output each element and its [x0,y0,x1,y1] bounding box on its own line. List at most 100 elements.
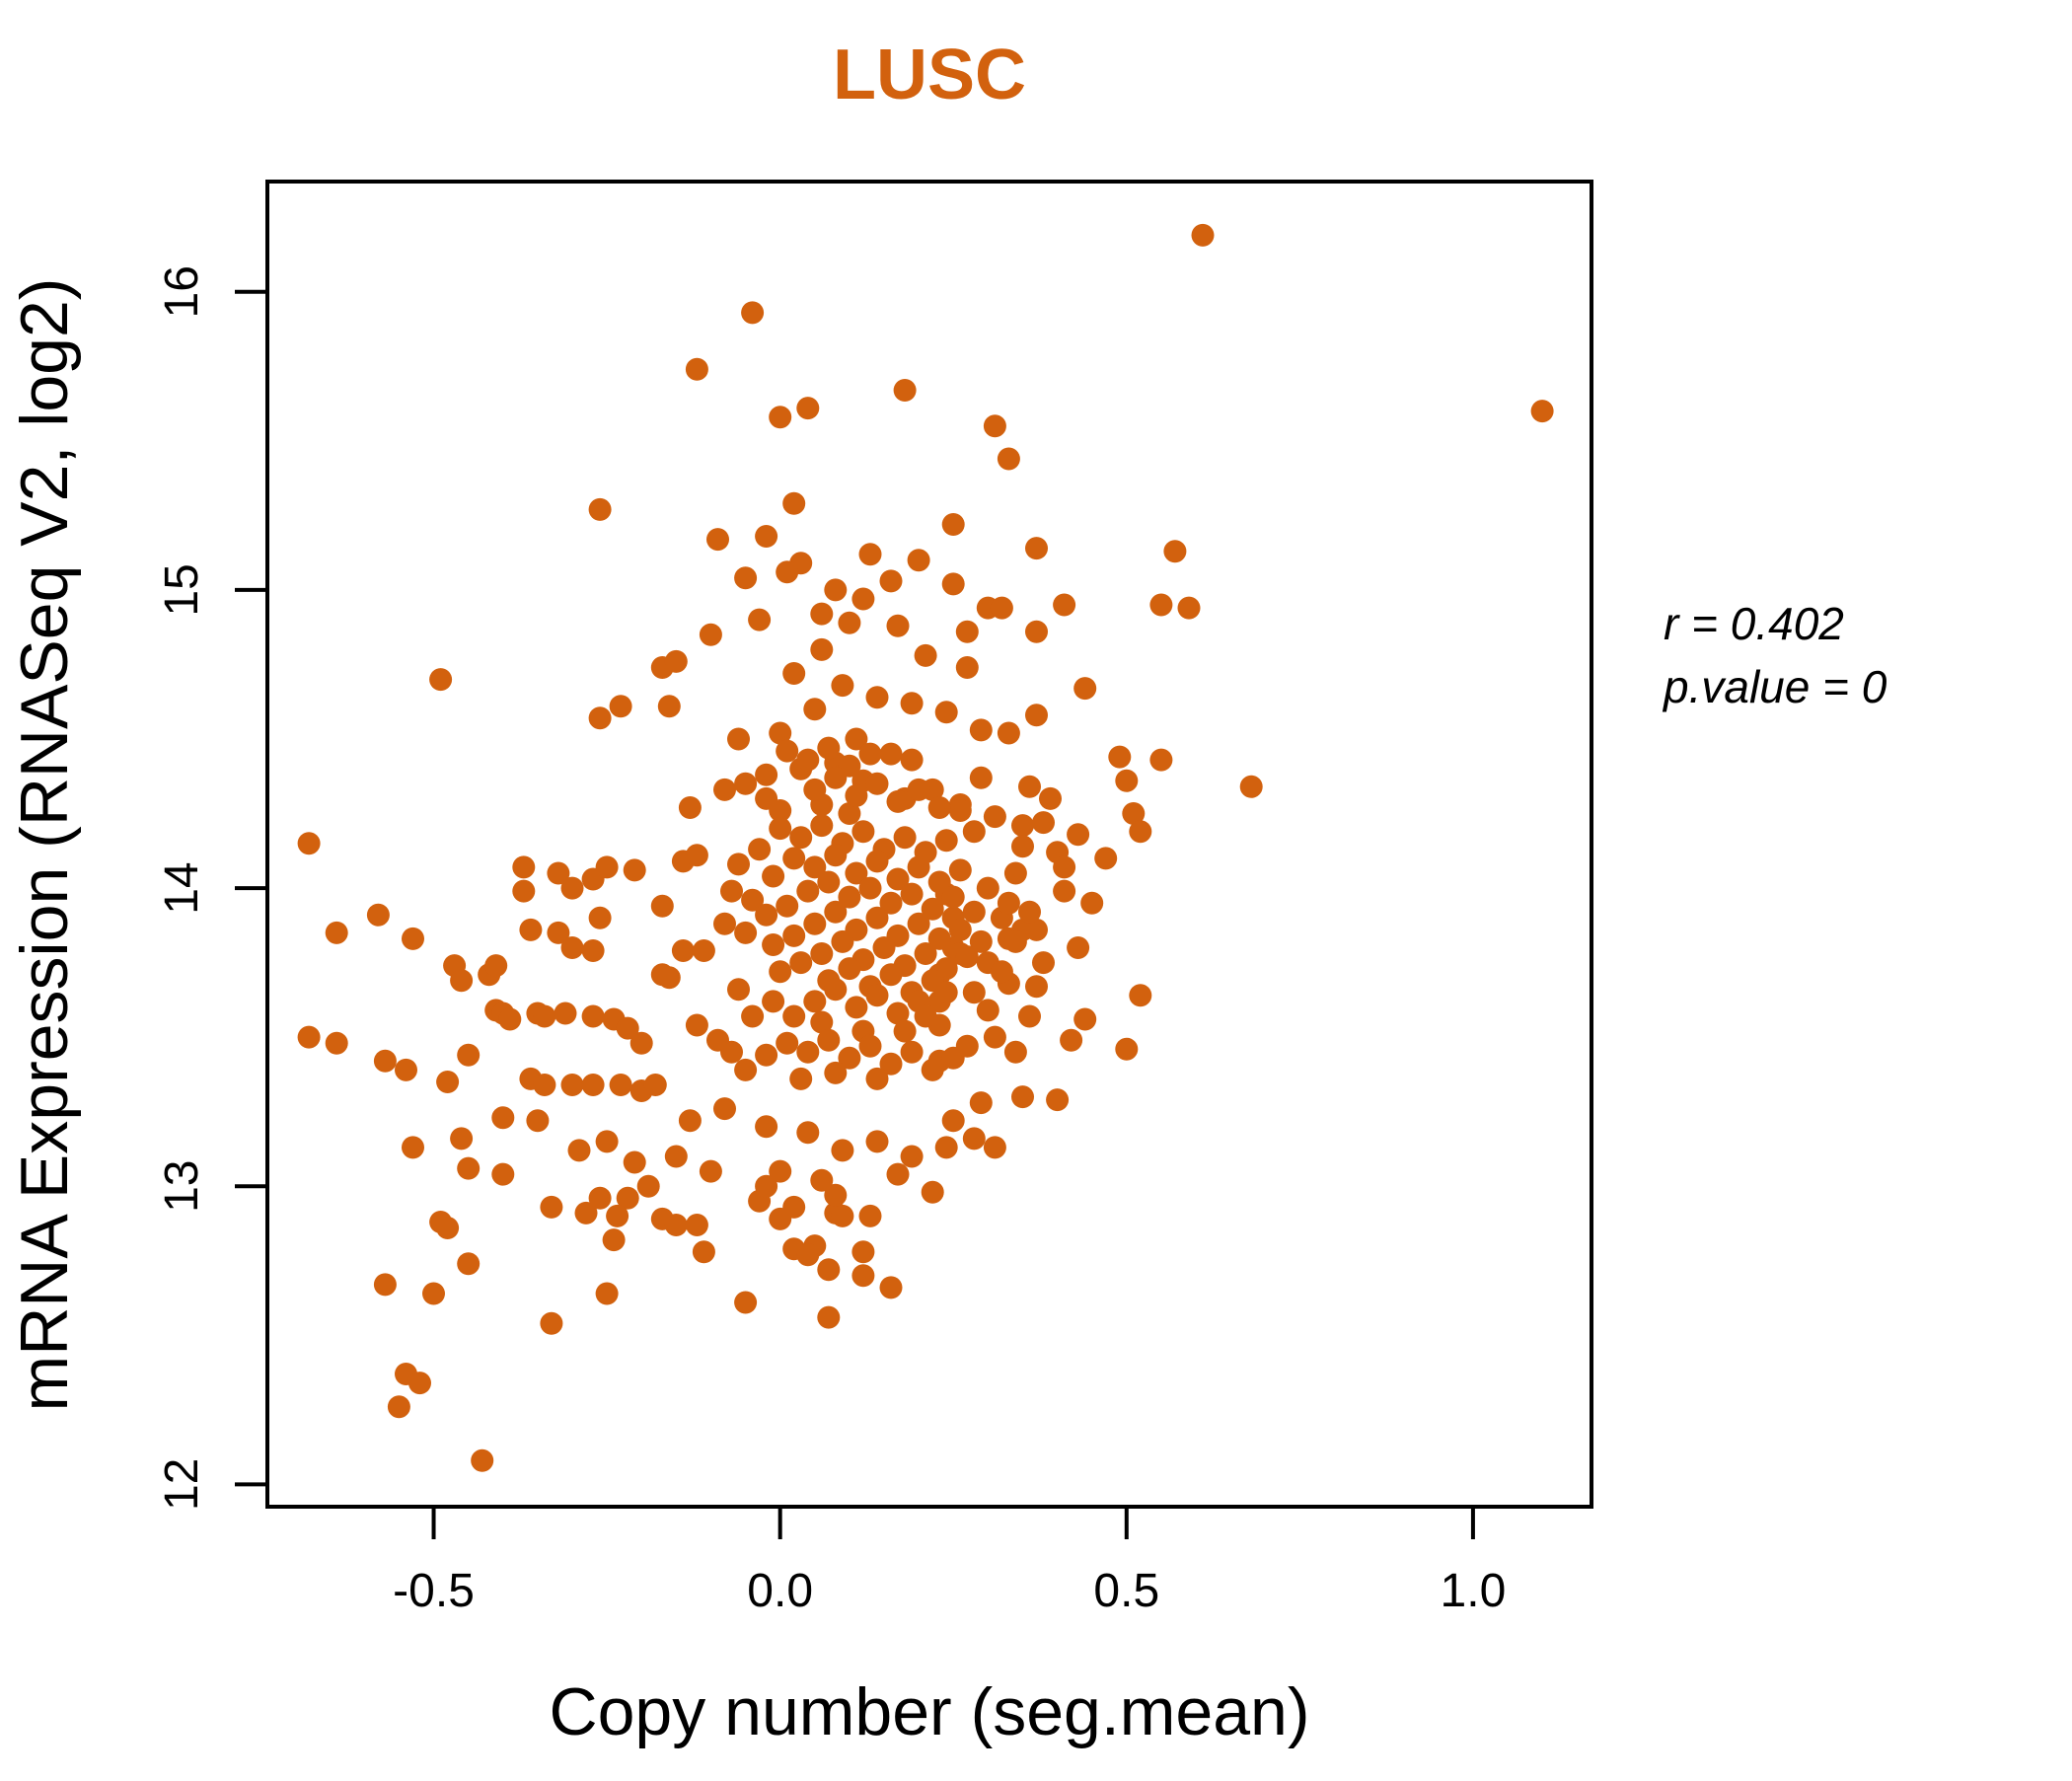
scatter-point [810,1010,834,1034]
scatter-point [969,929,993,953]
scatter-point [429,668,453,692]
scatter-point [699,1159,722,1183]
scatter-point [776,1031,799,1055]
scatter-point [838,611,861,634]
scatter-point [471,1448,494,1472]
scatter-point [1025,704,1048,727]
scatter-point [865,686,889,709]
scatter-point [1177,596,1201,620]
scatter-point [851,587,875,611]
scatter-point [865,850,889,873]
scatter-point [450,969,474,993]
scatter-point [817,1028,841,1052]
scatter-point [491,1106,515,1130]
scatter-point [824,1183,848,1207]
scatter-point [1053,855,1076,879]
scatter-point [540,1311,563,1335]
scatter-point [1115,1037,1139,1061]
scatter-point [727,853,750,876]
scatter-point [1053,879,1076,903]
scatter-point [803,778,827,801]
scatter-point [845,783,868,807]
scatter-point [685,357,708,381]
scatter-point [595,1130,619,1153]
scatter-point [810,637,834,661]
scatter-point [755,786,778,810]
scatter-point [395,1058,417,1081]
scatter-point [886,1002,910,1025]
scatter-point [858,876,882,900]
scatter-point [976,876,999,900]
scatter-point [685,1013,708,1037]
scatter-point [810,814,834,838]
scatter-point [997,447,1020,471]
scatter-point [955,656,979,679]
scatter-point [1018,775,1041,798]
scatter-point [962,1127,986,1150]
scatter-point [858,742,882,766]
scatter-point [886,614,910,637]
x-axis-title: Copy number (seg.mean) [549,1674,1309,1749]
scatter-point [1003,861,1027,885]
scatter-point [588,906,612,929]
scatter-point [560,1074,584,1096]
scatter-point [450,1127,474,1150]
y-tick-label: 13 [156,1160,208,1213]
scatter-point [678,796,702,819]
scatter-point [734,772,758,795]
scatter-point [540,1195,563,1219]
scatter-point [1046,1088,1070,1112]
scatter-point [325,921,348,944]
scatter-point [955,620,979,643]
scatter-point [879,1276,903,1299]
scatter-point [741,301,765,325]
scatter-point [900,882,924,906]
scatter-point [934,829,958,853]
scatter-point [643,1074,667,1096]
scatter-point [845,727,868,751]
scatter-point [769,817,792,841]
scatter-point [838,802,861,825]
scatter-point [547,861,570,885]
scatter-point [789,1067,813,1090]
scatter-point [907,912,930,935]
scatter-point [519,918,543,941]
scatter-point [1129,984,1152,1007]
scatter-point [865,906,889,929]
scatter-point [872,936,896,959]
scatter-point [1039,786,1062,810]
scatter-point [817,1258,841,1282]
scatter-point [1003,1040,1027,1064]
scatter-point [769,406,792,429]
scatter-point [941,885,965,909]
scatter-point [824,1061,848,1084]
scatter-point [671,939,695,962]
scatter-point [776,739,799,763]
scatter-point [366,903,390,927]
scatter-point [297,1025,321,1049]
scatter-point [629,1031,653,1055]
x-tick-label: 0.0 [747,1565,813,1617]
scatter-point [567,1139,591,1162]
y-axis-ticks: 12 13 14 15 16 [156,265,267,1511]
scatter-point [1129,820,1152,844]
scatter-point [990,596,1013,620]
scatter-point [921,1180,944,1204]
scatter-point [865,984,889,1007]
scatter-point [692,939,715,962]
scatter-point [824,766,848,789]
scatter-point [402,1136,424,1159]
scatter-point [934,1136,958,1159]
scatter-point [879,569,903,593]
scatter-point [831,1139,854,1162]
scatter-point [636,1174,660,1198]
scatter-point [748,838,772,861]
scatter-point [1011,814,1034,838]
scatter-point [782,924,806,947]
scatter-point [817,736,841,760]
scatter-point [962,981,986,1004]
scatter-point [962,900,986,924]
scatter-point [685,1214,708,1236]
